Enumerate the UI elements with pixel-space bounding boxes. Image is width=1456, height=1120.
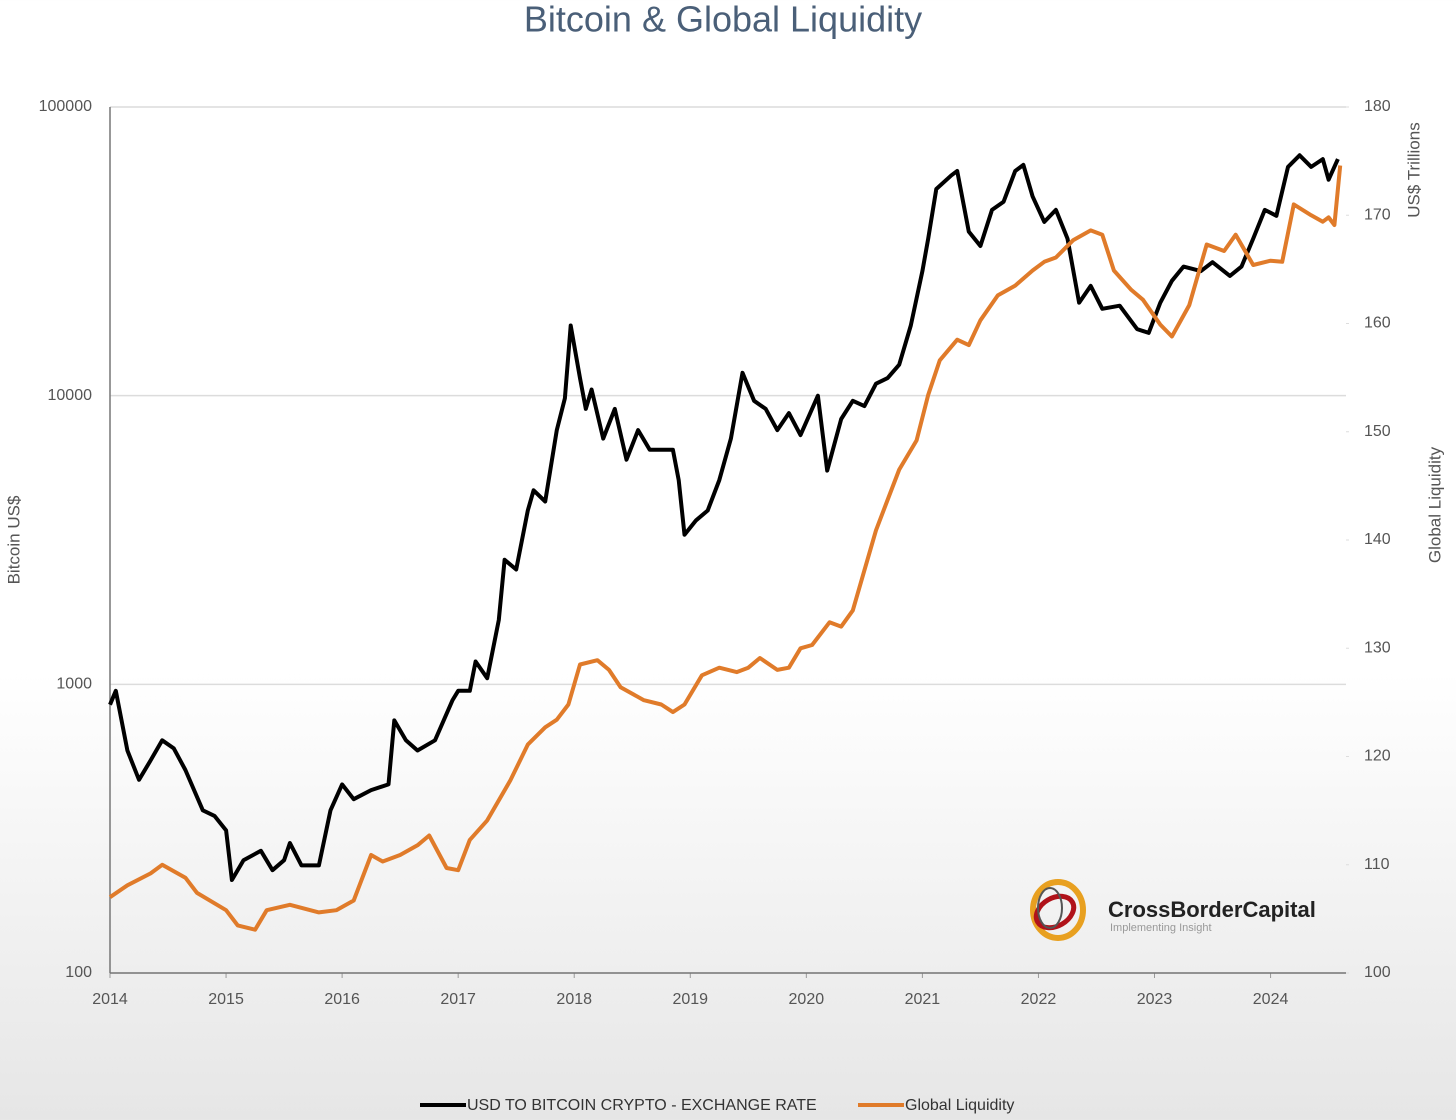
chart-title: Bitcoin & Global Liquidity	[524, 0, 922, 40]
y2-tick-label: 130	[1364, 639, 1391, 656]
y2-tick-label: 140	[1364, 531, 1391, 548]
y-tick-label: 10000	[48, 387, 93, 404]
x-tick-label: 2018	[556, 991, 592, 1008]
x-tick-label: 2020	[789, 991, 825, 1008]
logo-icon	[1030, 879, 1086, 941]
x-tick-label: 2016	[324, 991, 360, 1008]
x-tick-label: 2015	[208, 991, 244, 1008]
y-tick-label: 1000	[56, 676, 92, 693]
y-tick-label: 100	[65, 964, 92, 981]
logo-name: CrossBorderCapital	[1108, 897, 1316, 922]
x-tick-label: 2023	[1137, 991, 1173, 1008]
x-tick-label: 2022	[1021, 991, 1057, 1008]
x-tick-label: 2019	[672, 991, 708, 1008]
logo: CrossBorderCapital Implementing Insight	[1030, 879, 1316, 941]
y2-tick-label: 150	[1364, 423, 1391, 440]
logo-tagline: Implementing Insight	[1110, 922, 1212, 934]
y2-tick-label: 120	[1364, 748, 1391, 765]
series-line	[108, 153, 1340, 882]
y2-tick-label: 180	[1364, 98, 1391, 115]
legend-label: USD TO BITCOIN CRYPTO - EXCHANGE RATE	[467, 1097, 817, 1114]
y2-axis-label: US$ Trillions	[1404, 122, 1423, 217]
logo-icon	[1037, 887, 1063, 929]
x-tick-label: 2014	[92, 991, 128, 1008]
y2-tick-label: 100	[1364, 964, 1391, 981]
y2-tick-label: 110	[1364, 856, 1390, 873]
x-tick-label: 2024	[1253, 991, 1289, 1008]
y-tick-label: 100000	[39, 98, 92, 115]
series-line	[108, 165, 1343, 932]
x-tick-label: 2017	[440, 991, 476, 1008]
legend-label: Global Liquidity	[905, 1097, 1014, 1114]
y2-tick-label: 160	[1364, 315, 1391, 332]
y-axis-label: Bitcoin US$	[4, 495, 23, 584]
y2-tick-label: 170	[1364, 206, 1391, 223]
logo-icon	[1033, 893, 1077, 931]
y2-axis-label: Global Liquidity	[1425, 446, 1444, 563]
x-tick-label: 2021	[905, 991, 941, 1008]
